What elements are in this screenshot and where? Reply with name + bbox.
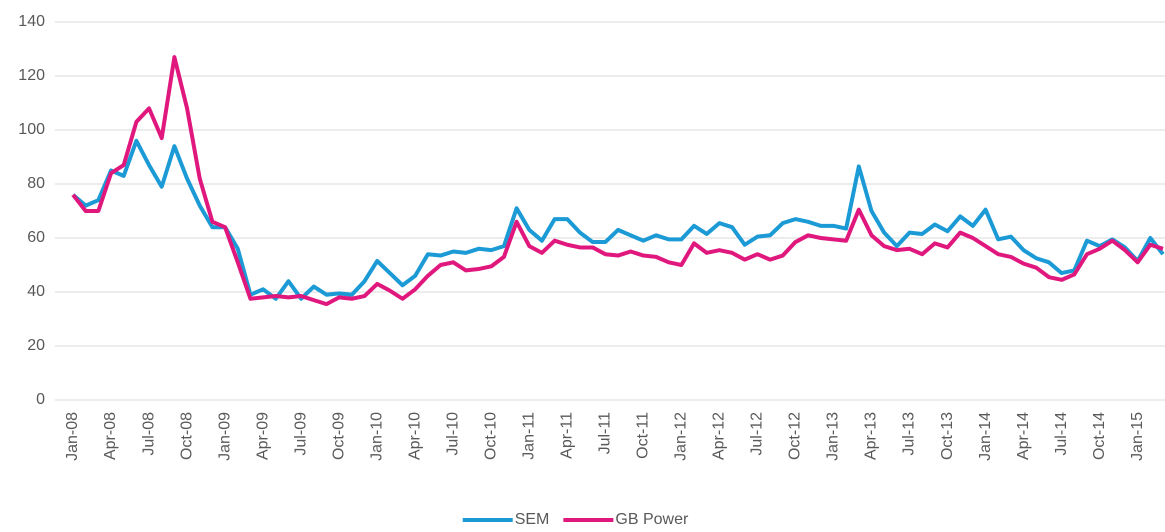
y-tick-label: 100: [18, 121, 45, 138]
x-tick-label: Oct-11: [635, 412, 652, 459]
x-tick-label: Oct-09: [330, 412, 347, 460]
x-tick-label: Jan-14: [977, 412, 994, 461]
x-tick-label: Jul-10: [444, 412, 461, 456]
y-tick-label: 140: [18, 13, 45, 30]
y-tick-label: 80: [27, 175, 45, 192]
x-tick-label: Jan-08: [64, 412, 81, 461]
x-tick-label: Jan-13: [825, 412, 842, 461]
x-tick-label: Oct-08: [178, 412, 195, 460]
y-tick-label: 20: [27, 337, 45, 354]
x-tick-label: Jul-13: [901, 412, 918, 456]
x-tick-label: Jan-10: [368, 412, 385, 461]
x-tick-label: Jan-09: [216, 412, 233, 461]
x-tick-label: Jan-12: [673, 412, 690, 461]
legend-label: SEM: [515, 511, 550, 528]
y-tick-label: 0: [36, 391, 45, 408]
x-tick-label: Oct-13: [939, 412, 956, 460]
x-tick-label: Jan-15: [1129, 412, 1146, 461]
x-tick-label: Oct-10: [482, 412, 499, 460]
data-line: [71, 138, 1165, 301]
x-tick-label: Jul-14: [1053, 412, 1070, 456]
x-tick-label: Jul-12: [749, 412, 766, 456]
x-tick-label: Jul-08: [140, 412, 157, 456]
x-tick-label: Jul-11: [597, 412, 614, 454]
x-tick-label: Apr-14: [1015, 412, 1032, 460]
x-tick-label: Oct-12: [787, 412, 804, 460]
y-tick-label: 40: [27, 283, 45, 300]
x-tick-label: Jan-11: [520, 412, 537, 460]
x-tick-label: Apr-09: [254, 412, 271, 460]
y-tick-label: 120: [18, 67, 45, 84]
y-tick-label: 60: [27, 229, 45, 246]
legend-label: GB Power: [615, 511, 689, 528]
x-tick-label: Apr-12: [711, 412, 728, 460]
x-tick-label: Apr-11: [559, 412, 576, 459]
x-tick-label: Apr-13: [863, 412, 880, 460]
x-tick-label: Apr-08: [102, 412, 119, 460]
x-tick-label: Apr-10: [406, 412, 423, 460]
x-tick-label: Oct-14: [1091, 412, 1108, 460]
data-line: [71, 55, 1164, 307]
x-tick-label: Jul-09: [292, 412, 309, 456]
